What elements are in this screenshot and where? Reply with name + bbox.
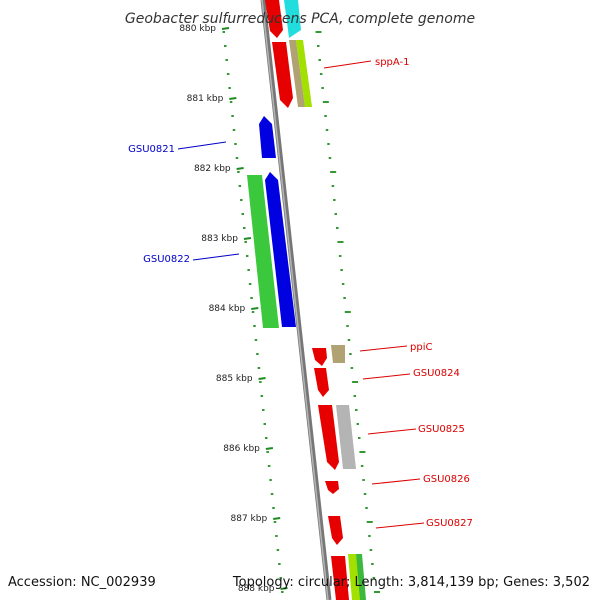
gene-reverse-bottom-green[interactable] bbox=[356, 554, 366, 600]
label-ppiC[interactable]: ppiC bbox=[410, 342, 432, 353]
gene-forward-GSU0822[interactable] bbox=[247, 175, 279, 328]
kbp-tick-label: 885 kbp bbox=[216, 374, 253, 384]
gene-reverse-lime-1[interactable] bbox=[296, 40, 312, 107]
kbp-tick-label: 888 kbp bbox=[238, 584, 275, 594]
kbp-tick bbox=[221, 27, 230, 30]
genome-backbone bbox=[260, 0, 332, 600]
gene-reverse-sppA-1[interactable] bbox=[272, 42, 293, 108]
tick-dots bbox=[222, 31, 381, 593]
kbp-tick-label: 883 kbp bbox=[201, 234, 238, 244]
kbp-tick-label: 884 kbp bbox=[209, 304, 246, 314]
kbp-tick-label: 886 kbp bbox=[223, 444, 260, 454]
kbp-tick bbox=[236, 167, 244, 170]
kbp-tick bbox=[229, 97, 237, 100]
map-title: Geobacter sulfurreducens PCA, complete g… bbox=[125, 11, 475, 27]
label-sppA-1[interactable]: sppA-1 bbox=[375, 57, 410, 68]
gene-reverse-GSU0826[interactable] bbox=[325, 481, 339, 494]
label-GSU0825[interactable]: GSU0825 bbox=[418, 424, 465, 435]
kbp-tick bbox=[280, 587, 288, 590]
kbp-tick-label: 887 kbp bbox=[231, 514, 268, 524]
kbp-tick bbox=[251, 307, 259, 310]
label-GSU0824[interactable]: GSU0824 bbox=[413, 368, 460, 379]
gene-reverse-grey[interactable] bbox=[336, 405, 356, 469]
gene-reverse-ppiC-red[interactable] bbox=[312, 348, 327, 366]
gene-reverse-bottom-lime[interactable] bbox=[348, 554, 361, 600]
gene-labels: sppA-1 GSU0821 GSU0822 ppiC GSU0824 GSU0… bbox=[128, 57, 473, 529]
gene-forward-GSU0821[interactable] bbox=[259, 116, 276, 158]
gene-reverse-top-red[interactable] bbox=[265, 0, 283, 38]
accession-text: Accession: NC_002939 bbox=[8, 575, 156, 590]
gene-reverse-bottom-red[interactable] bbox=[331, 556, 349, 600]
kbp-tick bbox=[243, 237, 252, 240]
label-GSU0826[interactable]: GSU0826 bbox=[423, 474, 470, 485]
gene-reverse-GSU0825[interactable] bbox=[318, 405, 339, 470]
forward-strand-genes bbox=[247, 116, 296, 328]
reverse-strand-genes bbox=[265, 0, 366, 600]
gene-reverse-ppiC[interactable] bbox=[331, 345, 345, 363]
kbp-tick-label: 882 kbp bbox=[194, 164, 231, 174]
gene-reverse-tan-1[interactable] bbox=[289, 40, 305, 107]
label-GSU0821[interactable]: GSU0821 bbox=[128, 144, 175, 155]
gene-reverse-GSU0827[interactable] bbox=[328, 516, 343, 545]
topology-summary-text: Topology: circular; Length: 3,814,139 bp… bbox=[232, 575, 590, 590]
kbp-tick bbox=[273, 517, 281, 520]
label-leaders bbox=[177, 60, 425, 529]
gene-reverse-top-cyan[interactable] bbox=[284, 0, 301, 38]
kbp-tick bbox=[265, 447, 274, 450]
kbp-tick-label: 881 kbp bbox=[187, 94, 224, 104]
gene-reverse-GSU0824[interactable] bbox=[314, 368, 329, 397]
label-GSU0827[interactable]: GSU0827 bbox=[426, 518, 473, 529]
label-GSU0822[interactable]: GSU0822 bbox=[143, 254, 190, 265]
gene-forward-blue-long[interactable] bbox=[265, 172, 296, 327]
kbp-ticks: 880 kbp 881 kbp 882 kbp 883 kbp 884 kbp 885 k… bbox=[179, 24, 288, 594]
kbp-tick-label: 880 kbp bbox=[179, 24, 216, 34]
kbp-tick bbox=[258, 377, 266, 380]
